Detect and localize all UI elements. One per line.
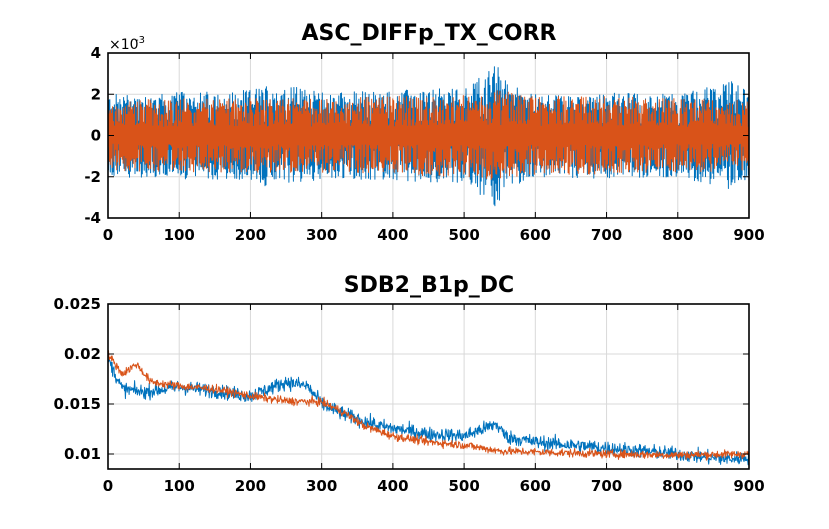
svg-text:×10: ×10: [109, 37, 139, 53]
x-tick-label: 800: [662, 226, 693, 244]
x-tick-label: 700: [591, 477, 622, 495]
tick-marks: [107, 303, 750, 469]
chart-title: ASC_DIFFp_TX_CORR: [302, 21, 557, 46]
x-tick-label: 400: [377, 477, 408, 495]
x-tick-label: 200: [235, 477, 266, 495]
x-tick-label: 500: [448, 477, 479, 495]
y-tick-labels: -4 -2 0 2 4: [84, 44, 101, 227]
chart-sdb2-b1p-dc: SDB2_B1p_DC 0 100 200 300 400 500 600 700 800 900…: [54, 273, 765, 495]
y-tick-label: 4: [91, 44, 101, 62]
x-tick-label: 300: [306, 477, 337, 495]
y-tick-label: 0.015: [54, 395, 101, 413]
series-line-1: [107, 357, 750, 466]
x-tick-label: 300: [306, 226, 337, 244]
y-tick-label: 2: [91, 85, 101, 103]
y-exponent-value: -3: [135, 35, 145, 46]
x-tick-label: 800: [662, 477, 693, 495]
y-tick-label: 0: [91, 127, 101, 145]
tick-marks: [107, 52, 750, 219]
plot-area: [107, 66, 750, 207]
x-tick-labels: 0 100 200 300 400 500 600 700 800 900: [103, 226, 765, 244]
x-tick-label: 900: [733, 226, 764, 244]
x-tick-labels: 0 100 200 300 400 500 600 700 800 900: [103, 477, 765, 495]
y-tick-label: 0.025: [54, 295, 101, 313]
x-tick-label: 600: [520, 477, 551, 495]
x-tick-label: 0: [103, 226, 113, 244]
chart-title: SDB2_B1p_DC: [344, 273, 514, 298]
x-tick-label: 600: [520, 226, 551, 244]
x-tick-label: 200: [235, 226, 266, 244]
y-tick-label: 0.02: [64, 345, 101, 363]
chart-asc-diffp-tx-corr: ASC_DIFFp_TX_CORR 0 100 200 300 400 500 600 700…: [84, 21, 764, 244]
axes-box: [107, 303, 750, 470]
series-line-2: [107, 90, 750, 180]
x-tick-label: 100: [164, 477, 195, 495]
y-tick-label: -4: [84, 209, 101, 227]
y-tick-label: 0.01: [64, 445, 101, 463]
x-tick-label: 0: [103, 477, 113, 495]
series-line-2: [107, 350, 750, 461]
y-tick-labels: 0.01 0.015 0.02 0.025: [54, 295, 101, 463]
x-tick-label: 900: [733, 477, 764, 495]
x-tick-label: 400: [377, 226, 408, 244]
x-tick-label: 100: [164, 226, 195, 244]
y-tick-label: -2: [84, 168, 101, 186]
x-tick-label: 700: [591, 226, 622, 244]
y-exponent-label: ×10 -3: [109, 35, 145, 53]
x-tick-label: 500: [448, 226, 479, 244]
plot-area: [107, 350, 750, 466]
